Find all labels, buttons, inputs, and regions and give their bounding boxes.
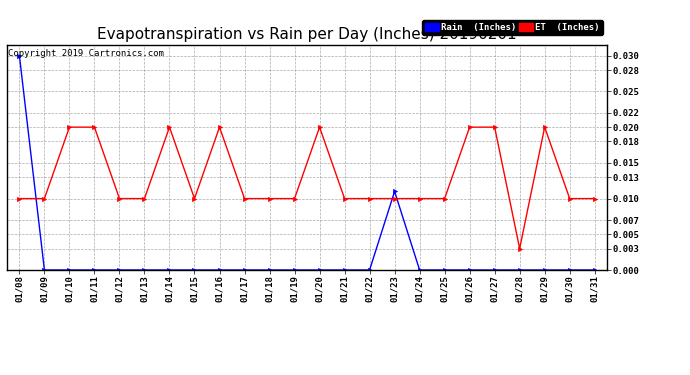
- Title: Evapotranspiration vs Rain per Day (Inches) 20190201: Evapotranspiration vs Rain per Day (Inch…: [97, 27, 517, 42]
- Text: Copyright 2019 Cartronics.com: Copyright 2019 Cartronics.com: [8, 50, 164, 58]
- Legend: Rain  (Inches), ET  (Inches): Rain (Inches), ET (Inches): [422, 20, 602, 34]
